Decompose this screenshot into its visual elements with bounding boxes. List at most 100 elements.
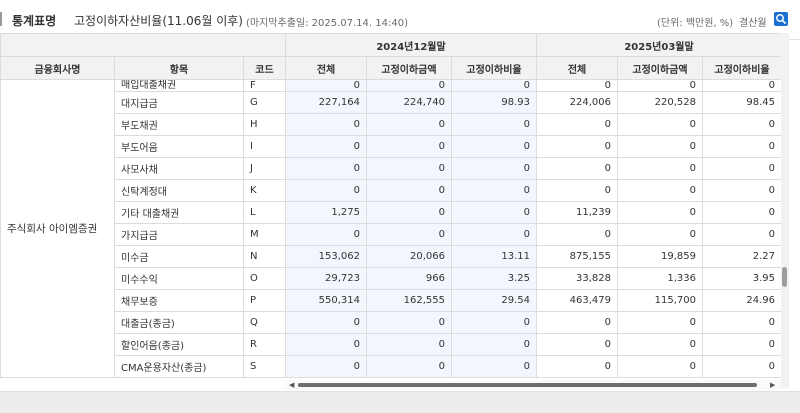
value-cell-total-p2: 0 xyxy=(536,135,619,158)
table-row[interactable]: 주식회사 아이엠증권 매입대출채권 F 0 0 0 0 0 0 xyxy=(0,79,781,378)
data-table: 2024년12월말 2025년03월말 금융회사명 항목 코드 전체 고정이하금… xyxy=(0,33,781,378)
collapse-icon[interactable] xyxy=(0,12,4,26)
code-cell: P xyxy=(242,289,287,312)
value-cell-total-p2: 0 xyxy=(536,311,619,334)
table-row[interactable]: 미수수익 O 29,723 966 3.25 33,828 1,336 3.95 xyxy=(1,267,781,290)
col-header-amount-p2[interactable]: 고정이하금액 xyxy=(617,56,704,80)
horizontal-scroll-thumb[interactable] xyxy=(298,383,757,387)
col-header-company[interactable]: 금융회사명 xyxy=(0,56,115,80)
value-cell-ratio-p1: 0 xyxy=(451,157,538,180)
col-header-total-p1[interactable]: 전체 xyxy=(285,56,368,80)
value-cell-amount-p1: 0 xyxy=(366,79,453,92)
value-cell-ratio-p1: 0 xyxy=(451,201,538,224)
value-cell-amount-p2: 19,859 xyxy=(617,245,704,268)
value-cell-ratio-p1: 0 xyxy=(451,355,538,378)
value-cell-total-p1: 0 xyxy=(285,179,368,202)
extract-date: (마지막추출일: 2025.07.14. 14:40) xyxy=(246,18,408,29)
header-blank xyxy=(0,33,287,57)
code-cell: F xyxy=(242,79,287,92)
value-cell-total-p1: 29,723 xyxy=(285,267,368,290)
value-cell-ratio-p2: 0 xyxy=(702,135,781,158)
value-cell-amount-p2: 0 xyxy=(617,157,704,180)
item-cell: 부도채권 xyxy=(114,113,244,136)
report-name: 고정이하자산비율(11.06월 이후) xyxy=(74,14,243,28)
value-cell-amount-p1: 20,066 xyxy=(366,245,453,268)
value-cell-amount-p1: 0 xyxy=(366,135,453,158)
value-cell-amount-p1: 224,740 xyxy=(366,91,453,114)
value-cell-ratio-p2: 0 xyxy=(702,179,781,202)
unit-label: (단위: 백만원, %) xyxy=(657,18,734,29)
value-cell-amount-p2: 0 xyxy=(617,311,704,334)
value-cell-amount-p2: 1,336 xyxy=(617,267,704,290)
table-row[interactable]: 기타 대출채권 L 1,275 0 0 11,239 0 0 xyxy=(1,201,781,224)
code-cell: M xyxy=(242,223,287,246)
table-row[interactable]: 채무보증 P 550,314 162,555 29.54 463,479 115,700 24… xyxy=(1,289,781,312)
value-cell-amount-p2: 0 xyxy=(617,79,704,92)
value-cell-total-p2: 875,155 xyxy=(536,245,619,268)
code-cell: S xyxy=(242,355,287,378)
value-cell-amount-p2: 220,528 xyxy=(617,91,704,114)
value-cell-ratio-p2: 0 xyxy=(702,311,781,334)
table-row[interactable]: 대출금(종금) Q 0 0 0 0 0 0 xyxy=(1,311,781,334)
table-row[interactable]: 부도어음 I 0 0 0 0 0 0 xyxy=(1,135,781,158)
item-cell: 부도어음 xyxy=(114,135,244,158)
item-cell: CMA운용자산(종금) xyxy=(114,355,244,378)
value-cell-ratio-p2: 0 xyxy=(702,223,781,246)
code-cell: R xyxy=(242,333,287,356)
col-header-total-p2[interactable]: 전체 xyxy=(536,56,619,80)
value-cell-total-p1: 0 xyxy=(285,333,368,356)
item-cell: 미수금 xyxy=(114,245,244,268)
table-row[interactable]: CMA운용자산(종금) S 0 0 0 0 0 0 xyxy=(1,355,781,378)
col-header-item[interactable]: 항목 xyxy=(114,56,244,80)
value-cell-amount-p1: 0 xyxy=(366,311,453,334)
value-cell-ratio-p2: 24.96 xyxy=(702,289,781,312)
scroll-left-icon[interactable]: ◀ xyxy=(289,381,295,389)
col-header-amount-p1[interactable]: 고정이하금액 xyxy=(366,56,453,80)
value-cell-ratio-p2: 2.27 xyxy=(702,245,781,268)
value-cell-total-p2: 0 xyxy=(536,79,619,92)
table-row[interactable]: 미수금 N 153,062 20,066 13.11 875,155 19,859 2.27 xyxy=(1,245,781,268)
code-cell: N xyxy=(242,245,287,268)
value-cell-total-p2: 0 xyxy=(536,157,619,180)
table-row[interactable]: 부도채권 H 0 0 0 0 0 0 xyxy=(1,113,781,136)
settlement-month-label: 결산월 xyxy=(739,18,767,29)
value-cell-total-p2: 0 xyxy=(536,333,619,356)
item-cell: 대지급금 xyxy=(114,91,244,114)
value-cell-ratio-p2: 0 xyxy=(702,157,781,180)
code-cell: G xyxy=(242,91,287,114)
col-header-code[interactable]: 코드 xyxy=(242,56,287,80)
search-button[interactable] xyxy=(774,12,788,26)
code-cell: K xyxy=(242,179,287,202)
table-row[interactable]: 할인어음(종금) R 0 0 0 0 0 0 xyxy=(1,333,781,356)
table-row[interactable]: 신탁계정대 K 0 0 0 0 0 0 xyxy=(1,179,781,202)
vertical-scrollbar[interactable] xyxy=(781,33,789,388)
period-header-2025-03: 2025년03월말 xyxy=(536,33,781,57)
table-row[interactable]: 사모사채 J 0 0 0 0 0 0 xyxy=(1,157,781,180)
value-cell-ratio-p2: 3.95 xyxy=(702,267,781,290)
value-cell-total-p2: 11,239 xyxy=(536,201,619,224)
item-cell: 대출금(종금) xyxy=(114,311,244,334)
value-cell-total-p1: 0 xyxy=(285,135,368,158)
col-header-ratio-p1[interactable]: 고정이하비율 xyxy=(451,56,538,80)
value-cell-ratio-p1: 0 xyxy=(451,333,538,356)
bottom-bar xyxy=(0,391,800,413)
value-cell-total-p1: 0 xyxy=(285,223,368,246)
col-header-ratio-p2[interactable]: 고정이하비율 xyxy=(702,56,781,80)
value-cell-total-p1: 0 xyxy=(285,79,368,92)
vertical-scroll-thumb[interactable] xyxy=(782,267,787,287)
value-cell-total-p2: 0 xyxy=(536,113,619,136)
value-cell-amount-p2: 0 xyxy=(617,355,704,378)
table-row[interactable]: 가지급금 M 0 0 0 0 0 0 xyxy=(1,223,781,246)
scroll-right-icon[interactable]: ▶ xyxy=(770,381,776,389)
table-row[interactable]: 대지급금 G 227,164 224,740 98.93 224,006 220,528 98… xyxy=(1,91,781,114)
value-cell-ratio-p1: 0 xyxy=(451,79,538,92)
value-cell-total-p2: 33,828 xyxy=(536,267,619,290)
value-cell-total-p1: 0 xyxy=(285,157,368,180)
item-cell: 기타 대출채권 xyxy=(114,201,244,224)
value-cell-ratio-p1: 13.11 xyxy=(451,245,538,268)
data-table-viewport: 2024년12월말 2025년03월말 금융회사명 항목 코드 전체 고정이하금… xyxy=(0,33,781,388)
item-cell: 할인어음(종금) xyxy=(114,333,244,356)
header-row-periods: 2024년12월말 2025년03월말 xyxy=(0,33,781,57)
value-cell-ratio-p1: 0 xyxy=(451,311,538,334)
table-body: 주식회사 아이엠증권 매입대출채권 F 0 0 0 0 0 0 대지급금 G 227,164 224,7… xyxy=(0,79,781,378)
